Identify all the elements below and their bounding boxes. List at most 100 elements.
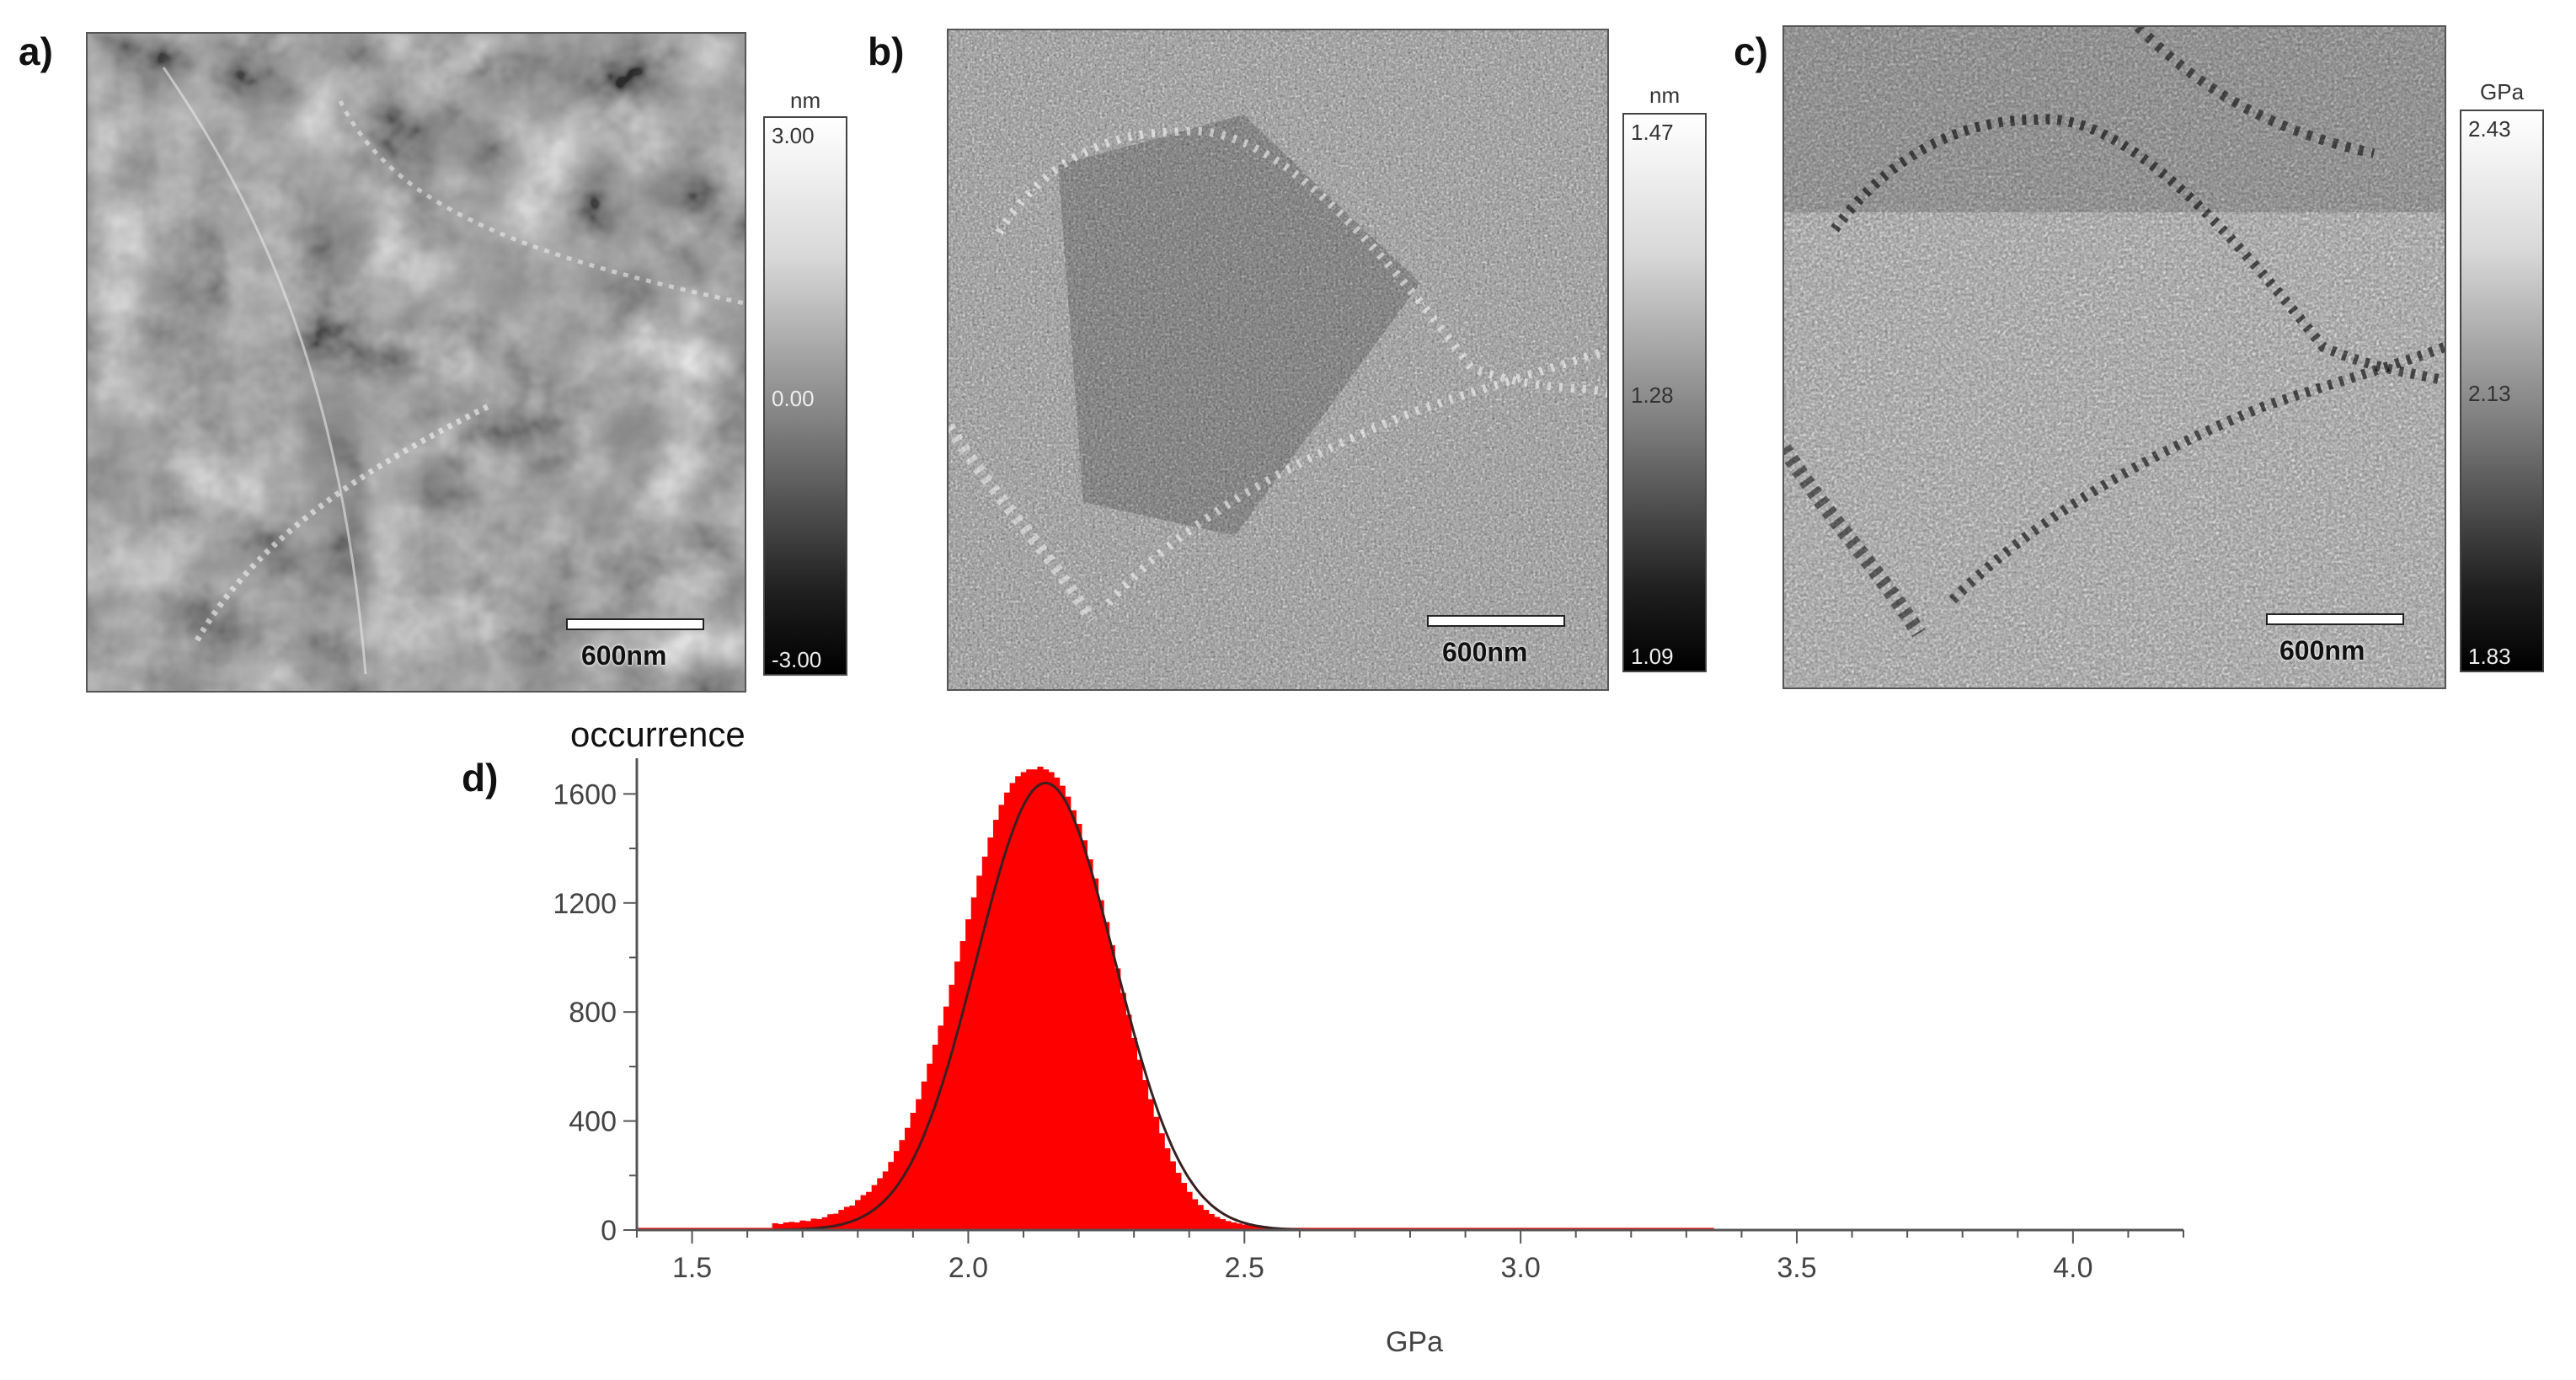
x-tick-label: 3.5 [1777,1252,1816,1284]
colorbar-b: 1.47 1.28 1.09 [1622,113,1707,672]
histogram-bar [1037,767,1044,1230]
histogram-bar [888,1162,895,1230]
x-tick-label: 1.5 [672,1252,712,1284]
histogram-bar [1070,810,1077,1230]
histogram-bar [1054,777,1061,1230]
panel-d-label: d) [462,756,499,800]
topography-map-b [947,29,1609,691]
histogram-bar [783,1222,789,1230]
histogram-bar [1147,1099,1154,1230]
histogram-bar [860,1195,867,1230]
scale-bar-b [1427,615,1565,627]
histogram-bar [816,1219,823,1230]
histogram-bar [1141,1080,1149,1230]
histogram-bar [893,1151,901,1230]
histogram-bar [943,1006,950,1230]
histogram-bar [1042,769,1050,1230]
topography-map-a [86,32,746,693]
histogram-bar [954,961,961,1230]
histogram-bar [1214,1217,1221,1230]
histogram-bar [916,1099,922,1230]
histogram-bar [1125,1014,1132,1230]
histogram-bar [1087,859,1093,1230]
histogram-bar [827,1214,834,1230]
histogram-bar [992,820,1000,1230]
scale-label-a: 600nm [581,640,667,671]
colorbar-min-a: -3.00 [772,647,822,672]
histogram-bar [866,1191,873,1230]
histogram-bar [970,897,977,1230]
colorbar-max-c: 2.43 [2468,116,2511,142]
gaussian-fit-line [774,781,1300,1232]
colorbar-mid-c: 2.13 [2468,381,2511,406]
histogram-bar [1169,1161,1176,1230]
panel-c-label: c) [1734,29,1768,73]
histogram-bar [1180,1183,1188,1230]
histogram-bar [810,1218,817,1230]
histogram-bar [1230,1222,1237,1230]
histogram-bar [1059,785,1066,1230]
histogram-bar [1114,968,1121,1230]
histogram-bar [832,1213,839,1230]
colorbar-mid-a: 0.00 [772,386,815,411]
histogram-bar [1197,1205,1204,1230]
histogram-bar [804,1221,812,1230]
histogram-bar [772,1222,778,1230]
histogram-bar [1236,1223,1243,1230]
colorbar-unit-c: GPa [2480,79,2525,104]
histogram-bar [1004,792,1011,1230]
histogram-bar [1104,922,1110,1230]
scale-bar-c [2266,613,2404,625]
histogram-bar [938,1025,944,1230]
axes: 0 400 800 1200 1600 1.5 2.0 2.5 3.0 3.5 4.0 [553,758,2184,1284]
histogram-bar [1203,1210,1210,1230]
histogram-bar [1026,769,1033,1230]
histogram-bar [1065,796,1072,1230]
histogram-bar [987,837,994,1230]
x-axis-label: GPa [1386,1326,1443,1358]
histogram-bar [965,919,972,1230]
gaussian-fit [774,781,1300,1232]
histogram-bar [998,805,1005,1230]
histogram-bar [843,1206,851,1230]
modulus-map-c [1782,25,2446,689]
histogram-bar [921,1081,927,1230]
histogram-bar [1015,776,1022,1230]
histogram-bar [1009,783,1016,1230]
histogram-bar [976,875,983,1230]
histogram-bar [910,1112,917,1230]
histogram-bar [1219,1219,1226,1230]
histogram-bar [927,1063,933,1230]
histogram-bar [1242,1224,1248,1230]
colorbar-max-b: 1.47 [1631,120,1674,145]
histogram-bar [981,856,988,1230]
y-tick-label: 800 [569,997,617,1029]
y-tick-label: 1200 [553,888,617,920]
colorbar-mid-b: 1.28 [1631,382,1674,408]
histogram-bar [1031,769,1038,1230]
histogram-bar [1175,1173,1182,1230]
scale-bar-a [566,618,704,630]
histogram-bar [1158,1133,1165,1230]
histogram-bar [1153,1116,1160,1230]
colorbar-min-b: 1.09 [1631,644,1674,669]
histogram-bar [1048,772,1055,1230]
histogram-bars [637,767,1714,1230]
histogram-bar [1076,823,1082,1230]
histogram-bar [871,1185,878,1230]
histogram-bar [1225,1221,1232,1230]
scale-label-b: 600nm [1442,637,1528,667]
y-tick-label: 1600 [553,778,617,810]
histogram-bar [1130,1037,1138,1230]
histogram-bar [1109,944,1115,1230]
histogram-bar [1164,1147,1171,1230]
histogram-bar [905,1127,911,1230]
colorbar-unit-b: nm [1649,83,1681,108]
histogram-bar [849,1205,856,1230]
histogram-bar [1253,1226,1259,1230]
colorbar-c: 2.43 2.13 1.83 [2460,110,2544,672]
histogram-bar [788,1222,795,1230]
histogram-bar [949,984,955,1230]
histogram-bar [1081,840,1088,1230]
histogram-bar [1092,878,1099,1230]
